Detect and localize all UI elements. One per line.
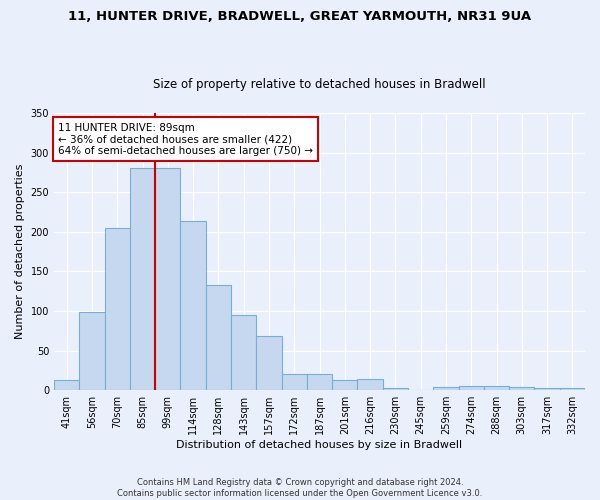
Bar: [231, 315, 256, 390]
Bar: [433, 387, 458, 390]
Text: Contains HM Land Registry data © Crown copyright and database right 2024.
Contai: Contains HM Land Registry data © Crown c…: [118, 478, 482, 498]
Text: 11 HUNTER DRIVE: 89sqm
← 36% of detached houses are smaller (422)
64% of semi-de: 11 HUNTER DRIVE: 89sqm ← 36% of detached…: [58, 122, 313, 156]
Bar: [181, 220, 206, 390]
Bar: [79, 312, 104, 390]
Bar: [155, 168, 181, 390]
Bar: [307, 374, 332, 390]
Title: Size of property relative to detached houses in Bradwell: Size of property relative to detached ho…: [153, 78, 486, 91]
Bar: [281, 374, 307, 390]
Bar: [130, 168, 155, 390]
Bar: [560, 388, 585, 390]
Bar: [104, 228, 130, 390]
Bar: [535, 388, 560, 390]
Bar: [358, 379, 383, 390]
Bar: [458, 386, 484, 390]
Bar: [54, 380, 79, 390]
Bar: [332, 380, 358, 390]
Bar: [509, 387, 535, 390]
Bar: [256, 336, 281, 390]
X-axis label: Distribution of detached houses by size in Bradwell: Distribution of detached houses by size …: [176, 440, 463, 450]
Bar: [383, 388, 408, 390]
Text: 11, HUNTER DRIVE, BRADWELL, GREAT YARMOUTH, NR31 9UA: 11, HUNTER DRIVE, BRADWELL, GREAT YARMOU…: [68, 10, 532, 23]
Bar: [206, 285, 231, 390]
Bar: [484, 386, 509, 390]
Y-axis label: Number of detached properties: Number of detached properties: [15, 164, 25, 340]
